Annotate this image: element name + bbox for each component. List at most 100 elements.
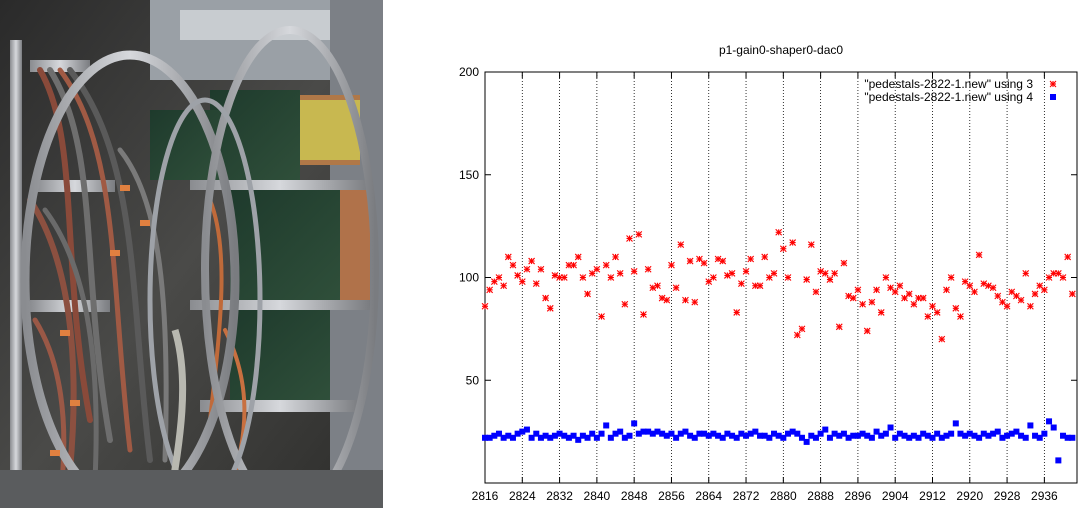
x-tick-label: 2872 [733, 489, 760, 503]
square-point [780, 434, 787, 441]
star-point [1040, 286, 1048, 294]
square-point [784, 430, 791, 437]
star-point [672, 284, 680, 292]
square-point [1004, 432, 1011, 439]
star-point [1026, 302, 1034, 310]
legend: "pedestals-2822-1.new" using 3 "pedestal… [864, 77, 1057, 104]
square-point [659, 430, 666, 437]
square-point [966, 430, 973, 437]
x-tick-label: 2864 [695, 489, 722, 503]
square-point [1041, 430, 1048, 437]
x-tick-label: 2888 [807, 489, 834, 503]
square-point [547, 434, 554, 441]
square-point [523, 426, 530, 433]
square-point [612, 430, 619, 437]
star-point [929, 302, 936, 310]
square-point [868, 434, 875, 441]
star-point [821, 270, 829, 277]
plot-frame [484, 71, 1078, 484]
square-point [850, 432, 857, 439]
star-point [621, 300, 629, 308]
star-point [807, 241, 815, 249]
square-point [579, 432, 586, 439]
square-point [715, 432, 722, 439]
legend-label-using-4: "pedestals-2822-1.new" using 4 [864, 90, 1033, 104]
star-point [789, 239, 797, 246]
square-point [505, 432, 512, 439]
square-point [757, 432, 764, 439]
star-point [630, 267, 638, 275]
x-tick-label: 2856 [658, 489, 685, 503]
square-point [495, 430, 502, 437]
star-point [518, 278, 526, 285]
square-point [826, 434, 833, 441]
square-point [1018, 432, 1025, 439]
square-point [733, 434, 740, 441]
square-point [663, 432, 670, 439]
star-point [616, 270, 624, 277]
square-point [1064, 434, 1071, 441]
square-point [603, 422, 610, 429]
star-point [761, 253, 769, 261]
star-point [728, 270, 736, 277]
y-tick-label: 150 [459, 168, 479, 182]
square-point [556, 430, 563, 437]
star-point [1064, 253, 1072, 261]
star-point [849, 294, 857, 302]
square-point [892, 434, 899, 441]
star-point [854, 286, 862, 294]
square-point [626, 432, 633, 439]
star-point [486, 286, 494, 294]
chart-title: p1-gain0-shaper0-dac0 [719, 43, 843, 57]
star-point [1059, 274, 1067, 281]
star-point [500, 282, 508, 290]
star-point [1036, 282, 1044, 290]
x-tick-label: 2832 [546, 489, 573, 503]
square-point [570, 432, 577, 439]
star-point [793, 331, 801, 339]
y-tick-label: 100 [459, 271, 479, 285]
star-point [602, 261, 610, 269]
square-point [934, 430, 941, 437]
square-point [589, 430, 596, 437]
square-point [962, 432, 969, 439]
square-point [747, 430, 754, 437]
square-point [631, 420, 638, 427]
x-gridlines [484, 72, 1045, 483]
star-point [481, 302, 489, 310]
x-tick-label: 2824 [509, 489, 536, 503]
square-point [649, 430, 656, 437]
star-point [975, 251, 983, 259]
legend-label-using-3: "pedestals-2822-1.new" using 3 [864, 77, 1033, 91]
square-point [593, 434, 600, 441]
square-point [929, 434, 936, 441]
star-point [873, 286, 880, 294]
star-point [877, 309, 885, 316]
square-point [1036, 434, 1043, 441]
square-point [561, 432, 568, 439]
square-point [752, 428, 759, 435]
square-point [509, 434, 516, 441]
square-point [808, 432, 815, 439]
square-point [537, 434, 544, 441]
square-point [845, 434, 852, 441]
square-point [617, 428, 624, 435]
square-point [864, 432, 871, 439]
star-point [593, 265, 601, 273]
x-tick-label: 2880 [770, 489, 797, 503]
x-tick-label: 2936 [1031, 489, 1058, 503]
square-point [519, 428, 526, 435]
square-point [980, 430, 987, 437]
star-point [803, 276, 811, 283]
square-point [836, 432, 843, 439]
star-point [719, 257, 727, 265]
star-point [775, 228, 783, 236]
star-point [663, 296, 671, 304]
x-tick-label: 2840 [584, 489, 611, 503]
legend-marker-star [1049, 80, 1057, 88]
square-point [976, 434, 983, 441]
x-tick-label: 2816 [472, 489, 499, 503]
square-point [691, 434, 698, 441]
star-point [943, 286, 950, 294]
